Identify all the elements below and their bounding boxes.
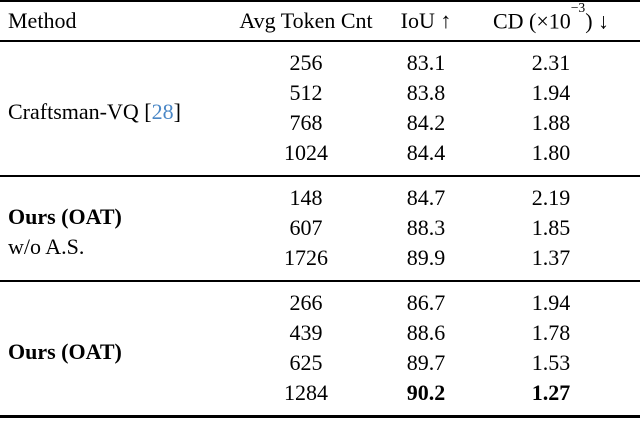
token-count-cell: 625 [289,350,323,375]
column-header-cd: CD (×10−3) ↓ [462,0,640,41]
iou-cell: 84.4 [406,140,446,165]
table-row: Craftsman-VQ [28] 256 83.1 2.31 [0,41,640,124]
method-cell-ours-oat: Ours (OAT) [8,338,122,364]
table-row: 512 83.8 1.94 [0,78,640,108]
citation-bracket-close: ] [173,98,181,124]
method-qualifier: w/o A.S. [8,233,85,259]
column-header-avg-token-cnt: Avg Token Cnt [239,8,373,33]
cd-header-suffix: ) ↓ [585,8,610,34]
cd-cell: 2.31 [531,50,571,75]
table-row: 1024 84.4 1.80 [0,138,640,176]
iou-cell: 89.9 [406,245,446,270]
cd-cell: 1.85 [531,215,571,240]
cd-cell: 1.94 [531,80,571,105]
token-count-cell: 512 [289,80,323,105]
group-craftsman-vq: Craftsman-VQ [28] 256 83.1 2.31 512 83.8… [0,41,640,176]
iou-cell-best: 90.2 [406,380,446,405]
table-row: 768 84.2 1.88 [0,108,640,138]
cd-cell: 1.94 [531,290,571,315]
column-header-method: Method [8,8,77,33]
iou-cell: 83.1 [406,50,446,75]
table-row: 1284 90.2 1.27 [0,378,640,417]
token-count-cell: 439 [289,320,323,345]
cd-cell: 1.78 [531,320,571,345]
cd-cell: 1.88 [531,110,571,135]
table-row: Ours (OAT) w/o A.S. 148 84.7 2.19 [0,176,640,259]
table-row: 607 88.3 1.85 [0,213,640,243]
cd-cell-best: 1.27 [531,380,571,405]
token-count-cell: 1284 [284,380,328,405]
token-count-cell: 1726 [284,245,328,270]
cd-header-exponent: −3 [570,0,586,16]
table-row: Ours (OAT) 266 86.7 1.94 [0,281,640,364]
cd-cell: 1.80 [531,140,571,165]
token-count-cell: 768 [289,110,323,135]
iou-cell: 88.6 [406,320,446,345]
table-row: 439 88.6 1.78 [0,318,640,348]
method-cell-ours-oat-wo-as: Ours (OAT) w/o A.S. [0,176,222,281]
column-header-iou: IoU ↑ [400,8,452,33]
token-count-cell: 1024 [284,140,328,165]
citation-link-28[interactable]: 28 [151,98,174,124]
citation-bracket-open: [ [138,98,152,124]
cd-header-prefix: CD (×10 [492,8,571,34]
method-name: Craftsman-VQ [8,98,139,124]
iou-cell: 88.3 [406,215,446,240]
token-count-cell: 607 [289,215,323,240]
method-cell-craftsman-vq: Craftsman-VQ [28] [0,41,222,176]
header-row: Method Avg Token Cnt IoU ↑ CD (×10−3) ↓ [0,0,640,41]
token-count-cell: 266 [289,290,323,315]
token-count-cell: 148 [289,185,323,210]
iou-cell: 84.7 [406,185,446,210]
iou-cell: 84.2 [406,110,446,135]
table-row: 1726 89.9 1.37 [0,243,640,281]
iou-cell: 89.7 [406,350,446,375]
cd-cell: 1.37 [531,245,571,270]
iou-cell: 83.8 [406,80,446,105]
table-row: 625 89.7 1.53 [0,348,640,378]
cd-cell: 2.19 [531,185,571,210]
table-header: Method Avg Token Cnt IoU ↑ CD (×10−3) ↓ [0,0,640,41]
token-count-cell: 256 [289,50,323,75]
group-ours-oat-wo-as: Ours (OAT) w/o A.S. 148 84.7 2.19 607 88.… [0,176,640,281]
iou-cell: 86.7 [406,290,446,315]
cd-cell: 1.53 [531,350,571,375]
method-name: Ours (OAT) [8,203,122,229]
group-ours-oat: Ours (OAT) 266 86.7 1.94 439 88.6 1.78 6… [0,281,640,417]
